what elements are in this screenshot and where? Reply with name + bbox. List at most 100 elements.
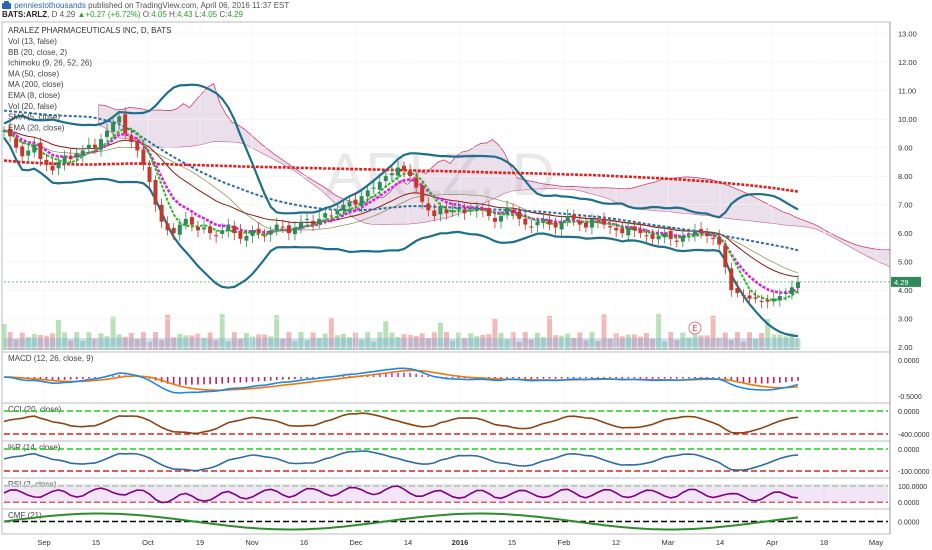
volume-bar: [165, 314, 171, 350]
time-tick-label: Feb: [558, 538, 571, 547]
volume-bar: [722, 332, 728, 350]
volume-bar: [365, 332, 371, 350]
candle-body: [311, 220, 316, 225]
candle-body: [620, 228, 625, 234]
price-tick-label: 5.00: [898, 258, 913, 267]
volume-bar: [43, 335, 49, 350]
volume-bar: [650, 338, 655, 350]
candle-body: [226, 224, 231, 231]
candle-body: [129, 135, 134, 142]
candle-body: [292, 227, 297, 235]
candle-body: [735, 288, 740, 293]
volume-bar: [559, 335, 565, 350]
candle-body: [577, 221, 582, 225]
pane-level-label: 0.0000: [898, 500, 920, 507]
volume-bar: [250, 336, 255, 350]
candle-body: [177, 224, 182, 235]
volume-bar: [359, 339, 365, 350]
candle-body: [583, 222, 588, 228]
candle-body: [244, 236, 249, 241]
volume-bar: [565, 333, 571, 350]
candle-body: [656, 236, 661, 240]
candle-body: [389, 173, 394, 176]
volume-bar: [377, 332, 383, 350]
candle-body: [632, 226, 637, 231]
candle-body: [693, 230, 697, 236]
volume-bar: [680, 332, 686, 350]
volume-bar: [577, 332, 583, 350]
volume-bar: [698, 335, 704, 350]
volume-bar: [419, 333, 425, 350]
volume-bar: [619, 336, 625, 350]
earnings-marker-icon: [688, 321, 702, 335]
candle-body: [486, 208, 491, 216]
volume-bar: [56, 320, 61, 350]
candle-body: [729, 268, 734, 291]
candle-body: [614, 227, 619, 231]
volume-bar: [298, 332, 304, 350]
volume-bar: [498, 332, 504, 350]
price-tick-label: 7.00: [898, 201, 913, 210]
ichimoku-span-a: [98, 83, 891, 251]
volume-bar: [189, 335, 195, 350]
volume-bar: [134, 339, 140, 350]
candle-body: [268, 230, 273, 235]
volume-bar: [310, 332, 316, 350]
candle-body: [117, 116, 122, 123]
candle-body: [753, 297, 758, 299]
candle-body: [232, 225, 237, 234]
volume-bar: [304, 340, 310, 350]
candle-body: [408, 170, 413, 177]
candle-body: [135, 141, 140, 151]
candle-body: [432, 210, 437, 217]
volume-bar: [595, 341, 601, 350]
candle-body: [280, 226, 285, 228]
candle-body: [674, 240, 679, 242]
candle-body: [547, 219, 552, 225]
candle-body: [317, 218, 322, 225]
candle-body: [8, 128, 13, 137]
volume-bar: [547, 315, 552, 350]
volume-bar: [462, 338, 468, 350]
volume-bar: [747, 332, 752, 350]
candle-body: [105, 130, 109, 137]
volume-bar: [425, 338, 431, 350]
last-price: 4.29: [59, 10, 76, 19]
candle-body: [196, 226, 200, 231]
volume-bar: [728, 340, 734, 350]
price-tick-label: 4.00: [898, 286, 913, 295]
candle-body: [38, 142, 43, 160]
timeframe: D: [51, 10, 58, 19]
pane-level-label: 0.0000: [898, 447, 920, 454]
volume-bar: [256, 334, 262, 350]
candle-body: [50, 165, 55, 171]
volume-bar: [110, 316, 116, 350]
candle-body: [86, 144, 91, 149]
candle-body: [705, 232, 710, 236]
candle-body: [499, 216, 503, 222]
candle-body: [396, 167, 400, 176]
earnings-marker-label: E: [692, 324, 697, 333]
candle-body: [202, 227, 206, 230]
volume-bar: [492, 318, 498, 350]
time-tick-label: Dec: [349, 538, 363, 547]
author-link[interactable]: penniestothousands: [14, 1, 86, 10]
candle-body: [32, 144, 37, 153]
published-text: published on TradingView.com, April 06, …: [88, 1, 290, 10]
candle-body: [535, 221, 540, 226]
volume-bar: [607, 338, 613, 350]
indicator-legend-item: MA (50, close): [8, 69, 59, 78]
candle-body: [274, 224, 279, 230]
candle-body: [796, 281, 800, 288]
candle-body: [74, 153, 79, 158]
pane-indicator-line: [3, 367, 799, 394]
volume-bar: [553, 335, 559, 350]
time-tick-label: 19: [196, 538, 204, 547]
volume-bar: [243, 333, 249, 350]
pane-indicator-line: [3, 512, 799, 531]
time-tick-label: 14: [404, 538, 412, 547]
volume-bar: [19, 332, 25, 350]
candle-body: [147, 167, 152, 182]
high-value: 4.43: [177, 10, 193, 19]
